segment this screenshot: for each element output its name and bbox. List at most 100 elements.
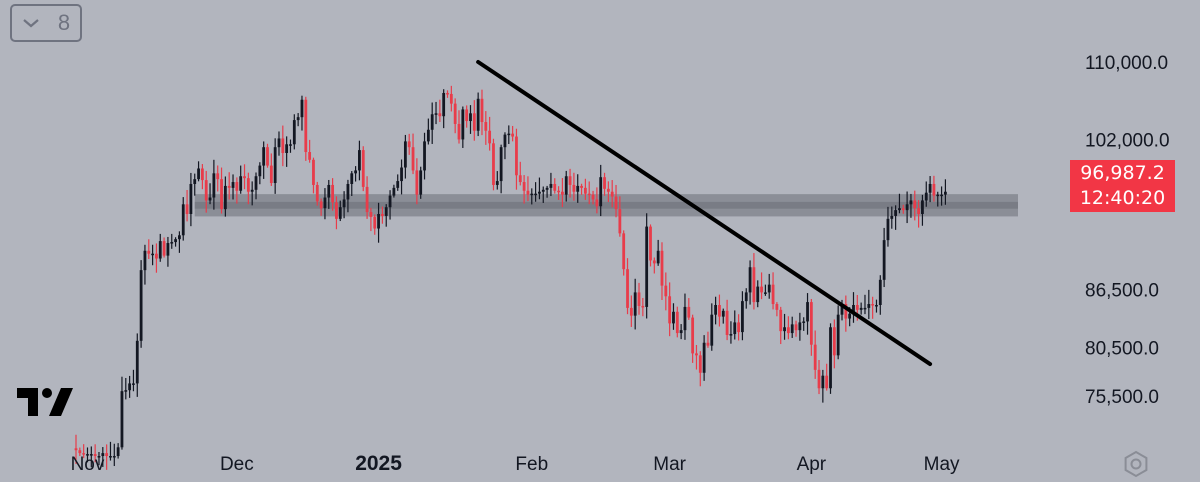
last-price-badge: 96,987.2 12:40:20 xyxy=(1070,160,1175,212)
candle-body xyxy=(936,194,940,197)
candle-body xyxy=(626,269,629,308)
settings-gear-icon[interactable] xyxy=(1122,450,1150,478)
candle-body xyxy=(109,456,112,458)
candle-body xyxy=(112,456,116,458)
candle-body xyxy=(790,324,794,334)
candle-body xyxy=(568,176,572,185)
candle-body xyxy=(530,193,534,196)
candle-body xyxy=(323,197,327,209)
candle-body xyxy=(557,190,560,193)
interval-label: 8 xyxy=(57,10,71,35)
candle-body xyxy=(250,189,254,192)
candle-body xyxy=(384,207,388,216)
candle-body xyxy=(775,304,779,310)
candle-body xyxy=(358,150,361,171)
candle-body xyxy=(549,183,553,188)
candle-body xyxy=(848,313,852,319)
candle-body xyxy=(503,134,507,148)
candle-body xyxy=(227,185,231,188)
candle-body xyxy=(741,301,744,333)
candle-body xyxy=(832,327,836,356)
candle-body xyxy=(346,183,350,200)
candle-body xyxy=(426,129,430,142)
candle-body xyxy=(258,165,262,177)
candle-body xyxy=(878,279,882,305)
candle-body xyxy=(901,208,905,211)
candle-body xyxy=(74,448,78,451)
candle-body xyxy=(197,168,200,180)
candle-body xyxy=(419,170,423,195)
price-tick-label: 75,500.0 xyxy=(1085,387,1159,408)
candle-body xyxy=(894,210,898,216)
candle-body xyxy=(526,190,530,195)
candle-body xyxy=(809,302,813,345)
candle-body xyxy=(277,138,281,148)
candle-body xyxy=(377,213,380,229)
candle-body xyxy=(396,181,400,188)
candle-body xyxy=(132,383,135,385)
candle-body xyxy=(342,199,346,208)
candle-body xyxy=(315,184,319,202)
candle-body xyxy=(695,353,698,356)
candle-body xyxy=(97,456,101,458)
candle-body xyxy=(289,144,292,146)
candle-body xyxy=(767,284,771,293)
candle-body xyxy=(373,216,377,229)
candle-body xyxy=(296,117,300,121)
candle-body xyxy=(783,327,786,332)
candle-body xyxy=(415,170,419,195)
candle-body xyxy=(139,270,143,341)
candle-body xyxy=(262,147,266,166)
candle-body xyxy=(469,113,472,122)
candle-body xyxy=(411,147,415,171)
candle-body xyxy=(629,307,633,316)
candle-body xyxy=(718,304,721,317)
candle-body xyxy=(400,167,403,182)
time-axis[interactable]: Nov Dec 2025 Feb Mar Apr May xyxy=(71,452,960,475)
candle-body xyxy=(829,327,832,389)
candle-body xyxy=(641,305,645,308)
time-tick-label: Apr xyxy=(797,454,827,475)
candle-body xyxy=(266,147,269,166)
candle-body xyxy=(706,342,710,346)
price-tick-label: 86,500.0 xyxy=(1085,281,1159,302)
candle-body xyxy=(729,334,733,336)
price-axis[interactable]: 110,000.0 102,000.0 86,500.0 80,500.0 75,500… xyxy=(1085,53,1170,408)
candle-body xyxy=(675,311,679,334)
candle-body xyxy=(541,189,545,192)
candle-body xyxy=(292,120,296,145)
candle-body xyxy=(166,243,170,256)
candle-body xyxy=(285,144,289,154)
candle-body xyxy=(78,450,82,454)
candle-body xyxy=(484,122,488,131)
candle-body xyxy=(246,178,250,192)
candle-body xyxy=(840,304,844,315)
candle-body xyxy=(610,191,614,197)
candle-body xyxy=(231,182,235,188)
candle-body xyxy=(572,184,576,192)
tradingview-logo-icon[interactable] xyxy=(17,388,73,418)
candle-body xyxy=(488,130,492,144)
candle-body xyxy=(239,176,243,191)
candle-body xyxy=(170,242,174,244)
candle-body xyxy=(859,307,863,310)
candle-body xyxy=(507,133,511,136)
time-tick-label: Dec xyxy=(220,454,254,475)
price-tick-label: 110,000.0 xyxy=(1085,53,1168,74)
candle-body xyxy=(223,185,227,210)
candle-body xyxy=(181,204,185,236)
candle-body xyxy=(591,194,595,200)
candle-body xyxy=(147,250,151,254)
candle-body xyxy=(714,304,718,315)
candle-body xyxy=(744,292,748,302)
candle-body xyxy=(733,322,737,335)
candle-body xyxy=(898,208,901,211)
candle-body xyxy=(603,177,606,189)
candle-body xyxy=(430,114,434,130)
interval-dropdown-button[interactable]: 8 xyxy=(10,4,82,42)
candle-body xyxy=(764,292,767,294)
candle-body xyxy=(867,304,871,308)
candle-body xyxy=(786,327,790,334)
time-tick-label: Nov xyxy=(71,454,105,475)
